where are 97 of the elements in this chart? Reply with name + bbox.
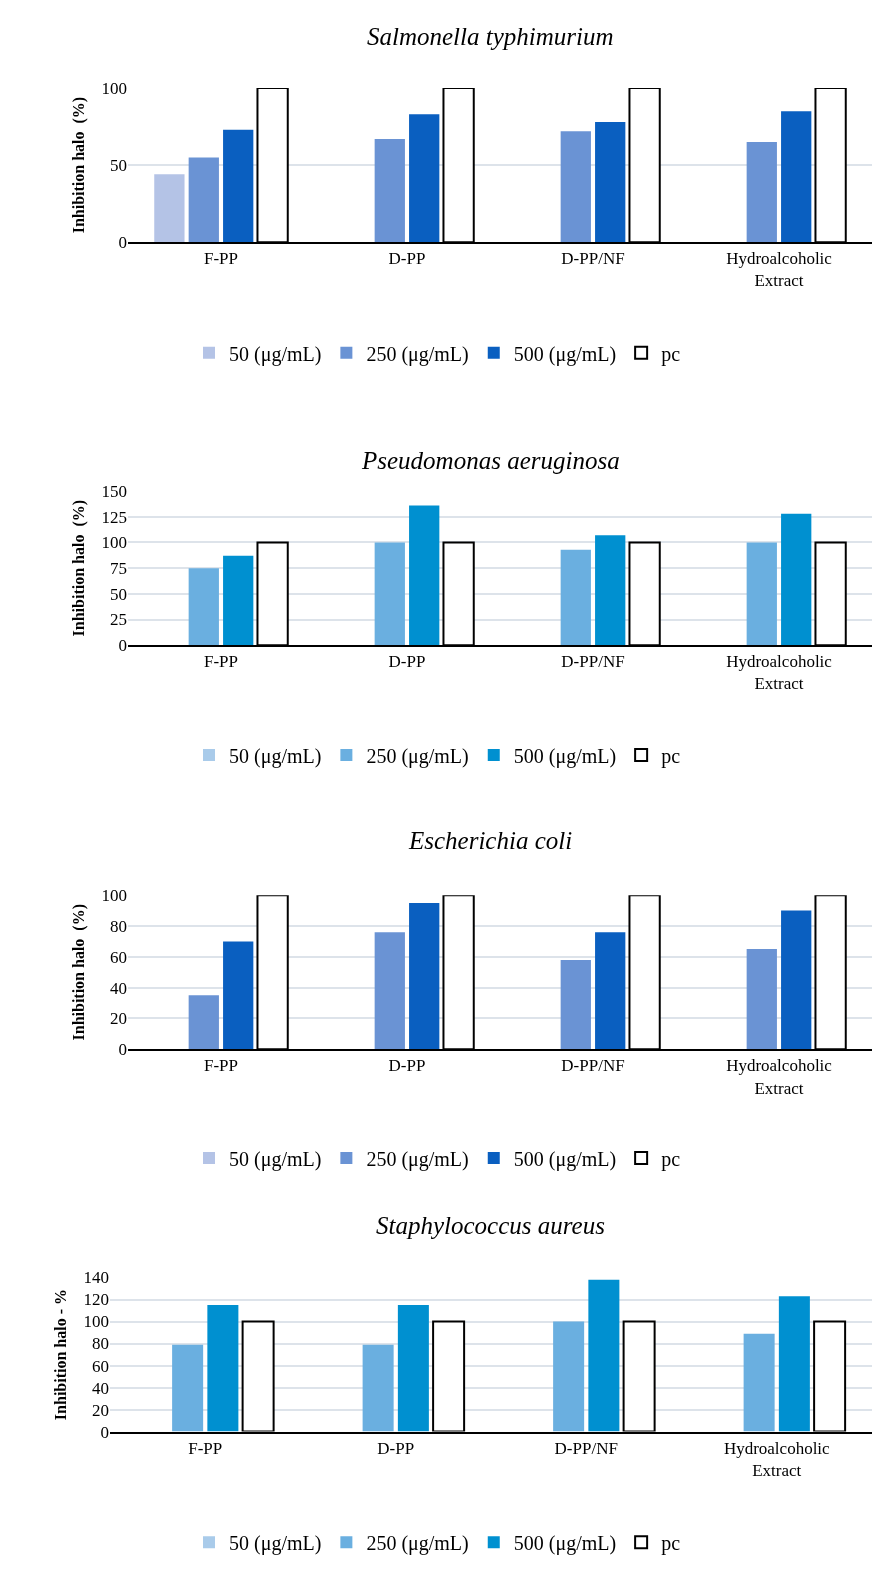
x-tick-label: D-PP/NF: [561, 652, 625, 672]
bar: [743, 1333, 775, 1432]
bar: [595, 121, 626, 243]
bar: [409, 902, 440, 1050]
y-tick-label: 60: [92, 1356, 109, 1376]
bar: [746, 542, 777, 646]
legend-label: pc: [661, 1532, 681, 1556]
x-tick-label: Hydroalcoholic Extract: [723, 1438, 831, 1480]
x-tick-label: F-PP: [188, 1438, 223, 1458]
y-tick-label: 25: [110, 610, 127, 630]
y-tick-label: 75: [110, 559, 127, 579]
legend-label: 250 (μg/mL): [366, 1532, 469, 1556]
chart-title: Escherichia coli: [408, 827, 573, 854]
legend-label: 500 (μg/mL): [513, 1532, 617, 1556]
legend-label: pc: [661, 744, 681, 768]
bar: [560, 959, 591, 1050]
x-tick-label: D-PP: [388, 652, 426, 672]
x-tick-label: Hydroalcoholic Extract: [726, 652, 833, 694]
y-tick-label: 140: [83, 1268, 109, 1288]
chart-title: Pseudomonas aeruginosa: [361, 447, 620, 474]
bar: [188, 995, 219, 1050]
legend-label: 500 (μg/mL): [513, 744, 617, 768]
y-tick-label: 125: [101, 507, 127, 527]
bar: [207, 1305, 239, 1432]
x-tick-label: D-PP: [388, 249, 426, 269]
legend-label: 250 (μg/mL): [366, 1147, 469, 1171]
bar: [409, 114, 440, 243]
y-axis-title: Inhibition halo (%): [70, 903, 89, 1041]
bar: [781, 111, 812, 243]
y-tick-label: 100: [83, 1312, 109, 1332]
x-tick-label: D-PP/NF: [561, 1056, 625, 1076]
y-tick-label: 0: [118, 233, 127, 253]
x-tick-label: F-PP: [203, 249, 239, 269]
bar: [560, 131, 591, 243]
y-axis-title: Inhibition halo (%): [70, 499, 89, 637]
bar: [746, 141, 777, 243]
chart-title: Staphylococcus aureus: [376, 1212, 605, 1239]
legend-label: 500 (μg/mL): [513, 1147, 617, 1171]
y-tick-label: 100: [101, 78, 127, 98]
y-tick-label: 80: [92, 1334, 109, 1354]
y-tick-label: 50: [110, 584, 127, 604]
legend-label: 50 (μg/mL): [229, 1147, 322, 1171]
y-tick-label: 20: [92, 1400, 109, 1420]
y-tick-label: 20: [110, 1009, 127, 1029]
y-tick-label: 40: [92, 1378, 109, 1398]
legend-label: 50 (μg/mL): [229, 342, 322, 366]
bar: [778, 1296, 810, 1432]
bar: [223, 555, 254, 646]
x-tick-label: Hydroalcoholic Extract: [726, 249, 833, 291]
bar: [223, 941, 254, 1050]
y-axis-title: Inhibition halo - %: [52, 1288, 70, 1421]
y-tick-label: 100: [101, 886, 127, 906]
y-tick-label: 50: [110, 156, 127, 176]
legend-label: 50 (μg/mL): [229, 1532, 322, 1556]
y-tick-label: 0: [118, 636, 127, 656]
bar: [188, 568, 219, 646]
bar: [172, 1344, 204, 1432]
bar: [553, 1321, 585, 1432]
chart-title: Salmonella typhimurium: [367, 23, 614, 50]
y-tick-label: 120: [83, 1290, 109, 1310]
bar: [781, 513, 812, 646]
y-tick-label: 60: [110, 947, 127, 967]
bar: [223, 129, 254, 243]
x-tick-label: F-PP: [203, 652, 239, 672]
legend-label: pc: [661, 1147, 681, 1171]
legend-label: pc: [661, 342, 681, 366]
bar: [595, 535, 626, 646]
y-tick-label: 100: [101, 533, 127, 553]
y-tick-label: 80: [110, 916, 127, 936]
bar: [188, 157, 219, 243]
bar: [781, 910, 812, 1050]
legend-label: 500 (μg/mL): [513, 342, 617, 366]
y-axis-title: Inhibition halo (%): [70, 96, 89, 234]
bar: [588, 1279, 620, 1432]
bar: [746, 949, 777, 1050]
y-tick-label: 150: [101, 482, 127, 502]
x-tick-label: F-PP: [203, 1056, 239, 1076]
bar: [362, 1344, 394, 1432]
bar: [374, 542, 405, 646]
bar: [397, 1305, 429, 1432]
bar: [595, 932, 626, 1050]
bar: [560, 549, 591, 646]
x-tick-label: D-PP: [377, 1438, 415, 1458]
y-tick-label: 40: [110, 978, 127, 998]
legend-label: 50 (μg/mL): [229, 744, 322, 768]
y-tick-label: 0: [100, 1422, 109, 1442]
x-tick-label: D-PP/NF: [561, 249, 625, 269]
x-tick-label: D-PP/NF: [554, 1438, 618, 1458]
bar: [154, 174, 185, 243]
bar: [374, 138, 405, 243]
bar: [409, 505, 440, 646]
x-tick-label: D-PP: [388, 1056, 426, 1076]
legend-label: 250 (μg/mL): [366, 342, 469, 366]
legend-label: 250 (μg/mL): [366, 744, 469, 768]
y-tick-label: 0: [118, 1040, 127, 1060]
bar: [374, 932, 405, 1050]
x-tick-label: Hydroalcoholic Extract: [726, 1056, 833, 1098]
